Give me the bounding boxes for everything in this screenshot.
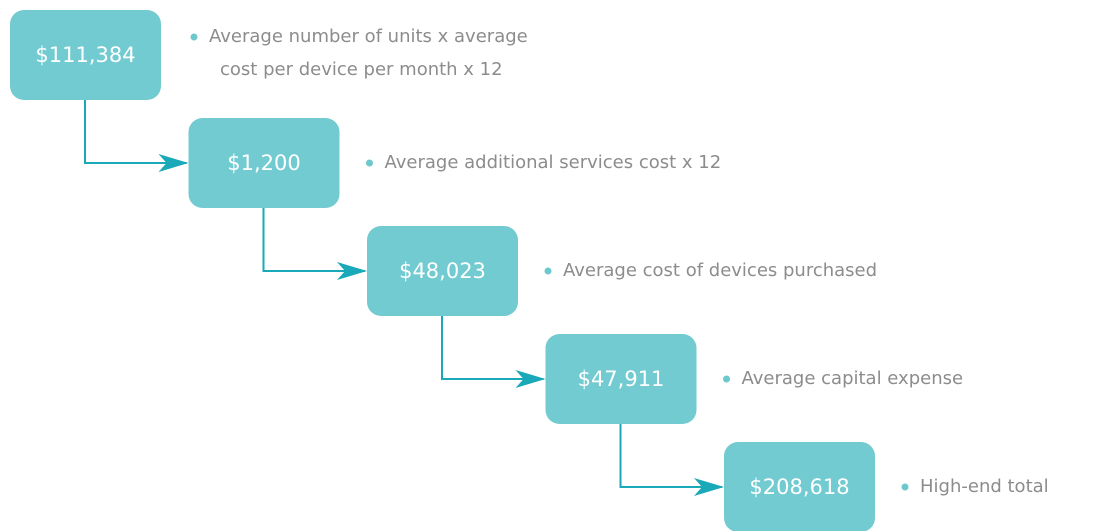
step-value: $47,911 <box>578 367 665 391</box>
step-box <box>367 226 518 316</box>
step-box <box>10 10 161 100</box>
step-box <box>188 118 340 208</box>
arrowhead <box>337 262 367 280</box>
bullet <box>901 483 909 491</box>
connector <box>441 316 544 380</box>
bullet <box>366 159 373 167</box>
connector <box>262 208 365 272</box>
arrowhead <box>694 478 724 496</box>
step-description: Average additional services cost x 12 <box>385 152 722 173</box>
step-box <box>724 442 875 531</box>
step-value: $208,618 <box>749 475 849 499</box>
step-value: $48,023 <box>399 259 486 283</box>
bullet <box>190 33 198 41</box>
steps: $111,384 Average number of units x averag… <box>10 10 1049 531</box>
connector <box>84 100 187 164</box>
connector <box>619 424 722 488</box>
step-description: High-end total <box>920 476 1049 497</box>
step-value: $1,200 <box>227 151 300 175</box>
step-value: $111,384 <box>35 43 135 67</box>
step-description: Average capital expense <box>742 368 964 389</box>
step-box <box>545 334 697 424</box>
step-description: Average cost of devices purchased <box>563 260 877 281</box>
step-description: cost per device per month x 12 <box>220 59 503 80</box>
arrowhead <box>515 370 546 388</box>
step-description: Average number of units x average <box>209 26 528 47</box>
bullet <box>544 267 552 275</box>
arrowhead <box>158 154 189 172</box>
bullet <box>723 375 730 383</box>
